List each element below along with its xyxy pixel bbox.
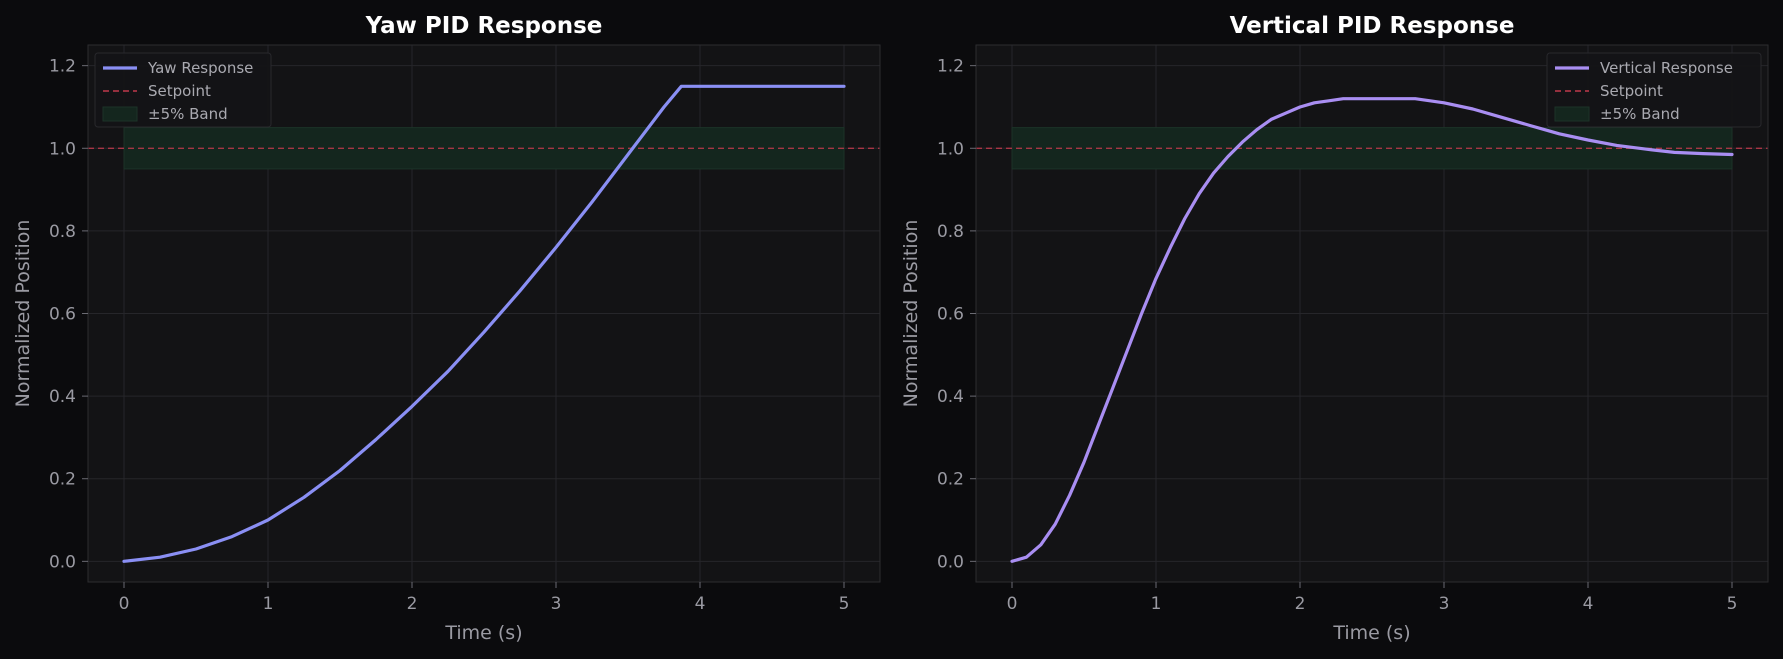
chart1-ytick-label-4: 0.8 — [49, 222, 76, 242]
chart1-xtick-label-4: 4 — [695, 594, 706, 614]
chart1-series-line-0 — [122, 84, 846, 563]
chart1-xtick-label-3: 3 — [551, 594, 562, 614]
chart1-ytick-label-5: 1.0 — [49, 139, 76, 159]
chart1-xlabel: Time (s) — [444, 622, 522, 644]
chart1-legend: Yaw Response Setpoint ±5% Band — [94, 52, 272, 128]
chart1-legend-label-setpoint: Setpoint — [148, 82, 211, 100]
chart2-legend-label-setpoint: Setpoint — [1600, 82, 1663, 100]
chart1-panel: 0 1 2 3 4 5 0.0 0.2 0.4 0.6 0.8 1.0 1.2 Yaw PID Respo… — [12, 13, 881, 644]
chart1-ytick-label-0: 0.0 — [49, 552, 76, 572]
chart2-series-line-0 — [1010, 97, 1734, 563]
chart2-ytick-label-6: 1.2 — [937, 57, 964, 77]
chart1-ytick-label-6: 1.2 — [49, 57, 76, 77]
chart1-legend-handle-band — [102, 106, 138, 122]
chart2-legend-label-band: ±5% Band — [1600, 105, 1680, 123]
chart2-legend-label-response: Vertical Response — [1600, 59, 1733, 77]
chart2-xtick-label-5: 5 — [1727, 594, 1738, 614]
chart1-xtick-label-5: 5 — [839, 594, 850, 614]
chart1-ytick-label-3: 0.6 — [49, 305, 76, 325]
chart2-ytick-label-2: 0.4 — [937, 387, 964, 407]
chart1-title: Yaw PID Response — [365, 13, 603, 39]
chart2-xtick-label-1: 1 — [1151, 594, 1162, 614]
chart2-xtick-label-0: 0 — [1007, 594, 1018, 614]
chart2-ytick-label-5: 1.0 — [937, 139, 964, 159]
chart2-ylabel: Normalized Position — [900, 220, 922, 408]
chart1-xtick-label-0: 0 — [119, 594, 130, 614]
chart2-legend-box — [1546, 52, 1762, 128]
chart2-xtick-label-2: 2 — [1295, 594, 1306, 614]
chart2-ytick-label-0: 0.0 — [937, 552, 964, 572]
chart2-legend: Vertical Response Setpoint ±5% Band — [1546, 52, 1762, 128]
chart1-ytick-label-1: 0.2 — [49, 470, 76, 490]
chart2-ytick-label-3: 0.6 — [937, 305, 964, 325]
chart1-xtick-label-2: 2 — [407, 594, 418, 614]
chart2-legend-handle-band — [1554, 106, 1590, 122]
chart1-legend-label-response: Yaw Response — [147, 59, 253, 77]
chart2-ytick-label-1: 0.2 — [937, 470, 964, 490]
chart2-ytick-label-4: 0.8 — [937, 222, 964, 242]
chart2-xtick-label-3: 3 — [1439, 594, 1450, 614]
chart1-xtick-label-1: 1 — [263, 594, 274, 614]
chart1-legend-box — [94, 52, 272, 128]
chart2-xtick-label-4: 4 — [1583, 594, 1594, 614]
chart1-ylabel: Normalized Position — [12, 220, 34, 408]
chart1-legend-label-band: ±5% Band — [148, 105, 228, 123]
chart1-ytick-label-2: 0.4 — [49, 387, 76, 407]
chart2-title: Vertical PID Response — [1230, 13, 1515, 39]
chart2-panel: 0 1 2 3 4 5 0.0 0.2 0.4 0.6 0.8 1.0 1.2 Vertical PID … — [900, 13, 1769, 644]
chart2-xlabel: Time (s) — [1332, 622, 1410, 644]
